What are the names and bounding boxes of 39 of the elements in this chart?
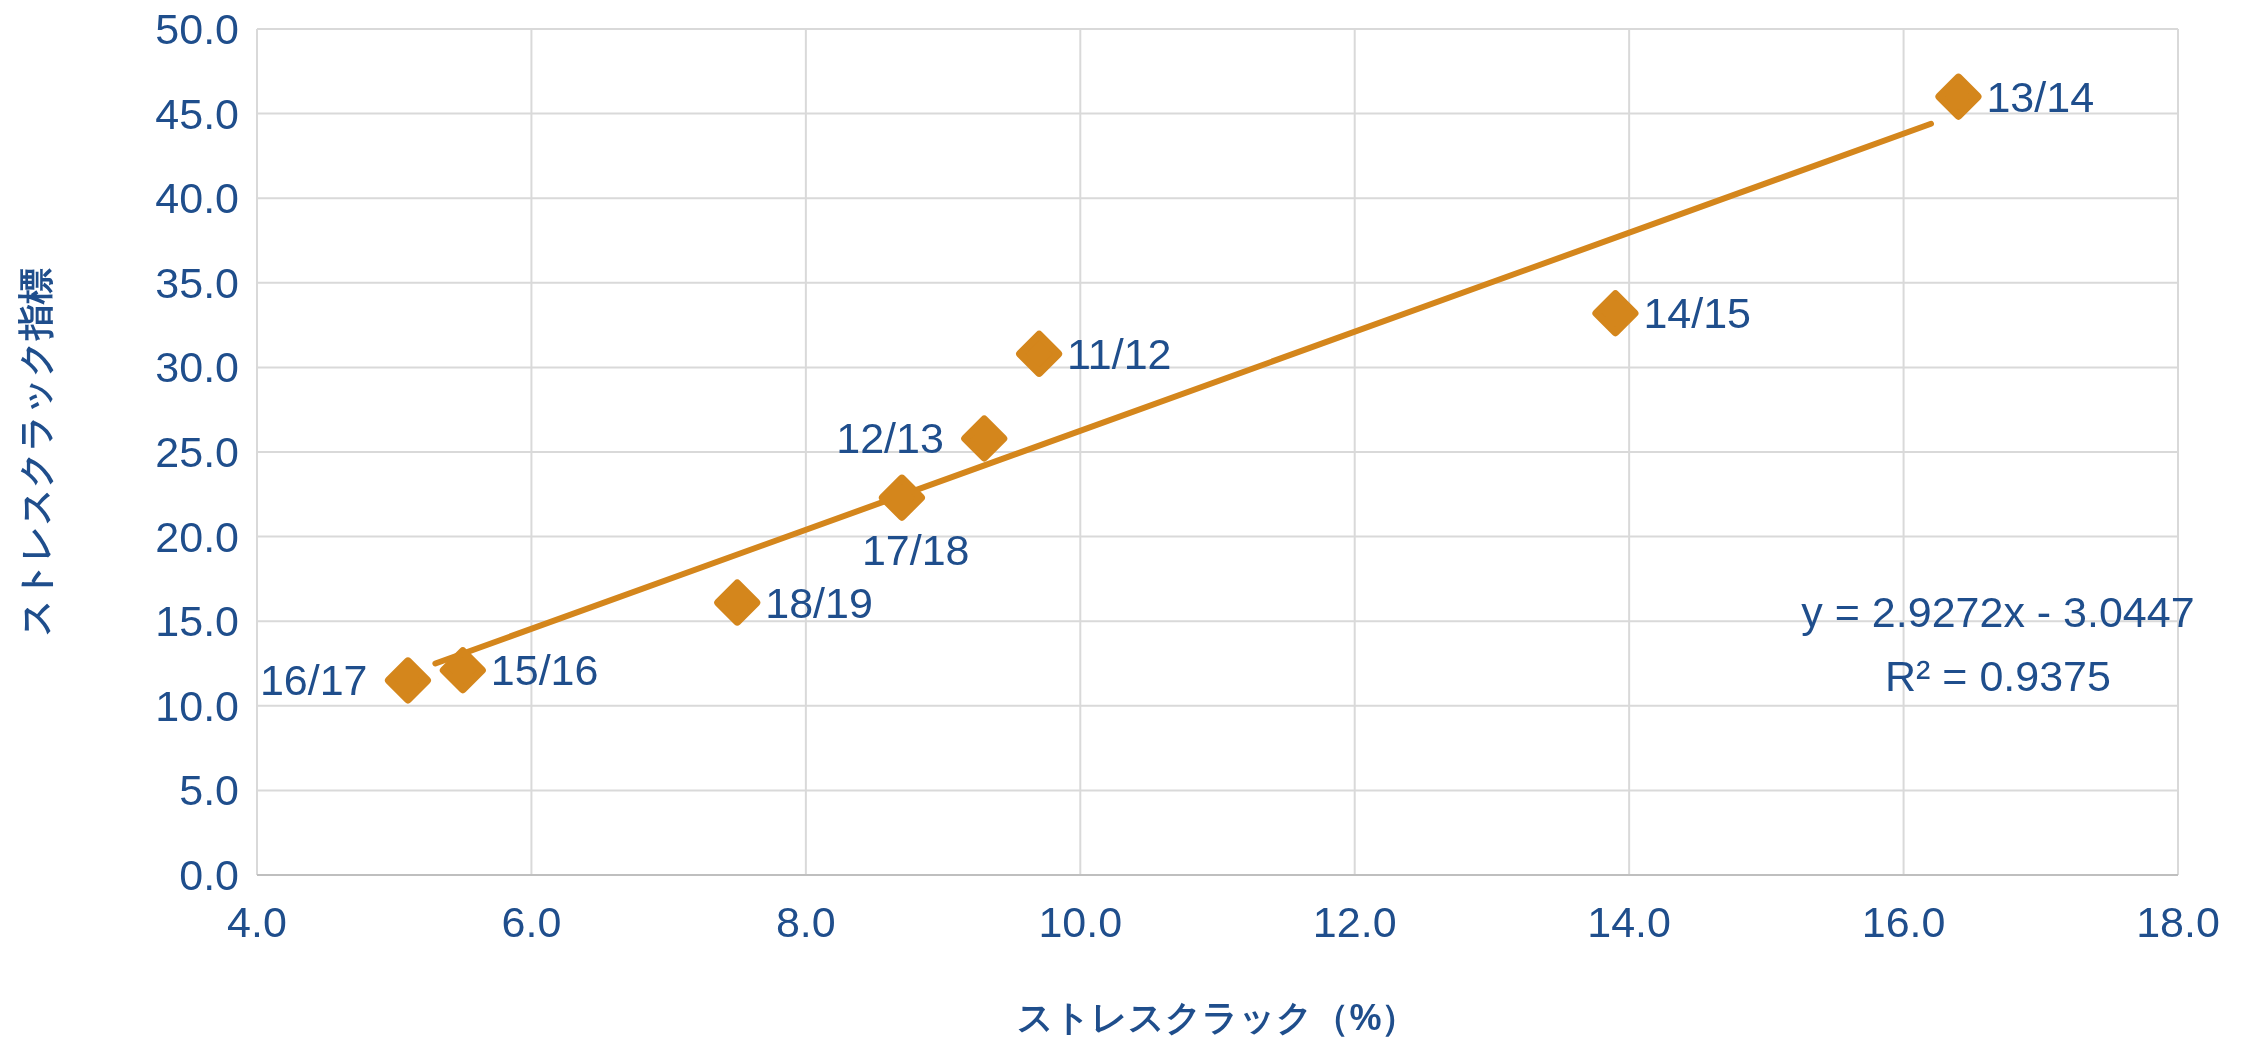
x-axis-title: ストレスクラック（%） [1017,997,1418,1038]
x-tick-label: 6.0 [501,898,562,946]
annotation: 12/13 [836,414,944,463]
x-tick-label: 10.0 [1038,898,1123,946]
y-tick-label: 35.0 [155,258,239,307]
y-tick-label: 5.0 [179,766,239,815]
annotation: 16/17 [259,656,368,705]
y-tick-label: 20.0 [155,512,239,561]
annotation: 17/18 [861,525,970,574]
y-axis-title: ストレスクラック指標 [15,268,56,636]
y-tick-label: 45.0 [155,89,239,138]
y-tick-label: 50.0 [155,5,239,53]
y-tick-label: 10.0 [155,681,239,730]
annotation: y = 2.9272x - 3.0447 [1801,588,2195,637]
point [878,474,925,521]
point [1016,330,1063,377]
point [1935,73,1982,120]
y-tick-label: 40.0 [155,174,239,223]
y-tick-label: 0.0 [179,851,239,899]
point [439,647,486,694]
annotation: 13/14 [1986,72,2095,121]
annotation: 18/19 [765,578,873,627]
point [384,657,431,704]
annotation: R² = 0.9375 [1885,652,2111,701]
y-tick-label: 15.0 [155,597,239,646]
annotation: 14/15 [1643,289,1752,338]
point [961,415,1008,462]
y-tick-label: 30.0 [155,343,239,392]
point [1592,290,1639,337]
x-tick-label: 16.0 [1861,898,1946,946]
x-tick-label: 18.0 [2136,898,2220,946]
x-tick-label: 8.0 [775,898,836,946]
point [714,579,761,626]
y-tick-label: 25.0 [155,428,239,476]
annotation: 11/12 [1067,329,1172,378]
x-tick-label: 14.0 [1587,898,1671,946]
annotation: 15/16 [490,646,599,695]
x-tick-label: 12.0 [1312,898,1397,946]
x-tick-label: 4.0 [227,898,287,946]
